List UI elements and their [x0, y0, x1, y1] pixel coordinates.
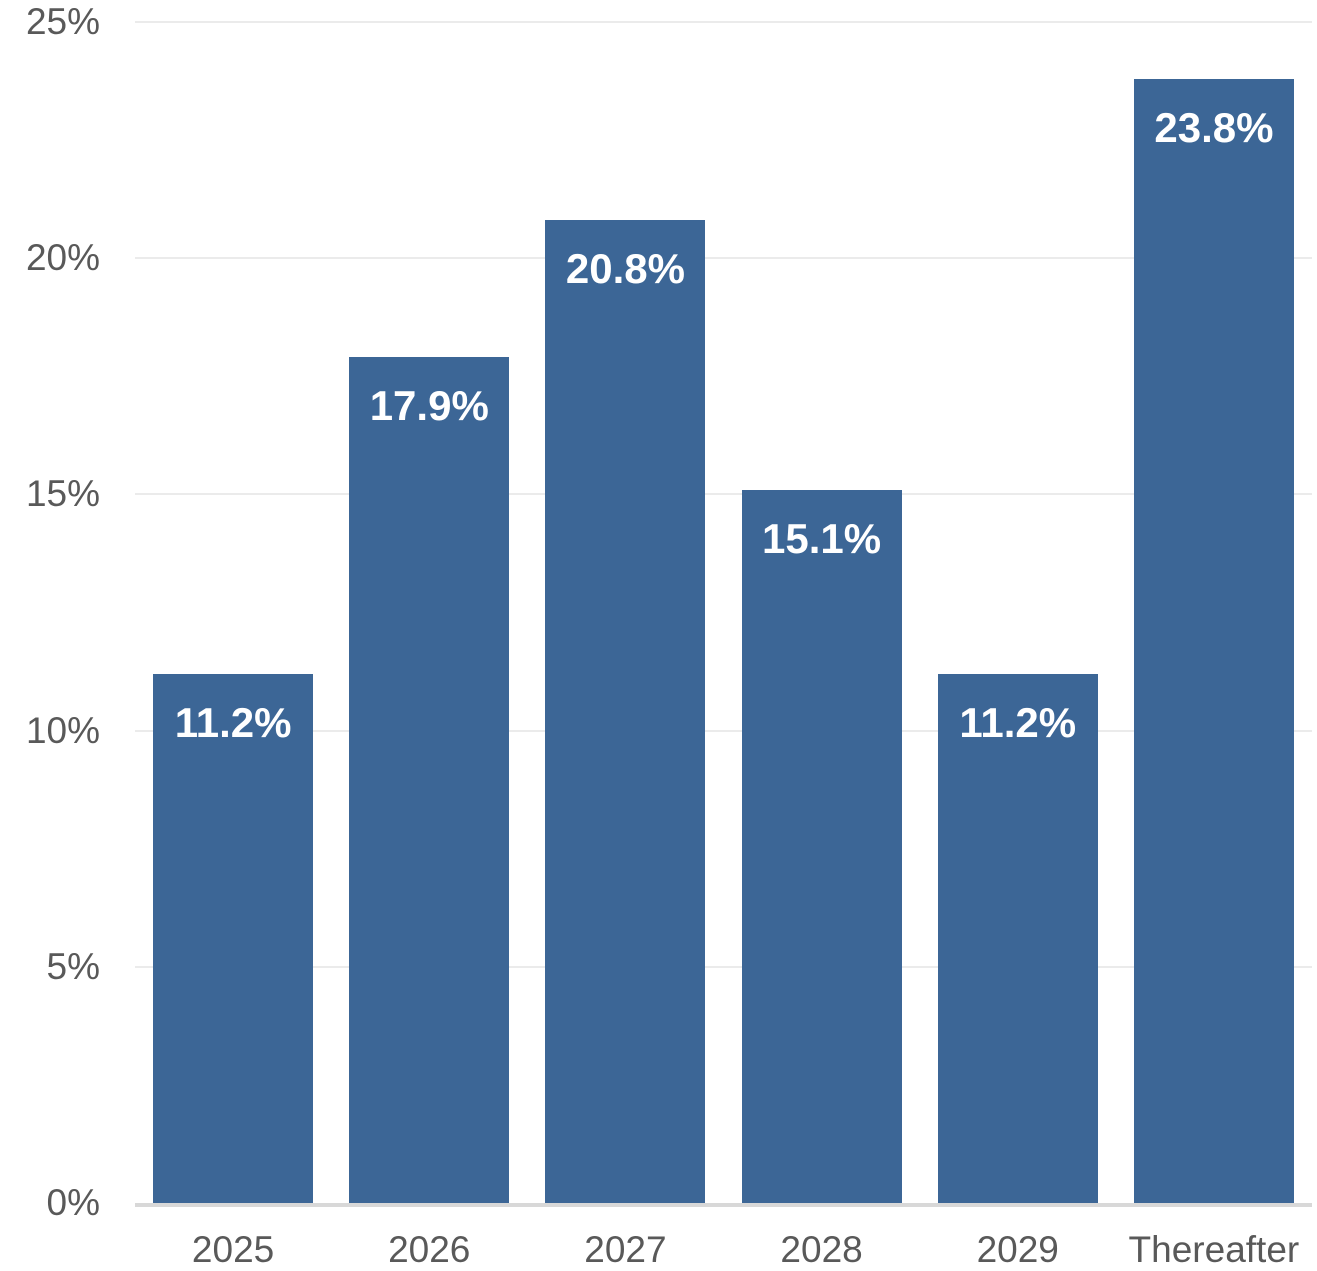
x-axis-category-label: 2029 [976, 1229, 1059, 1270]
bar-value-label: 17.9% [369, 382, 489, 430]
y-gridline [135, 21, 1312, 23]
bar-2026: 17.9% [349, 357, 510, 1203]
x-axis-line [135, 1203, 1312, 1207]
bar-value-label: 20.8% [565, 245, 685, 293]
bar-2025: 11.2% [153, 673, 314, 1203]
bar-2029: 11.2% [937, 673, 1098, 1203]
x-axis-category-label: 2026 [388, 1229, 471, 1270]
y-axis-tick-label: 5% [46, 945, 100, 987]
y-axis-tick-label: 15% [25, 473, 100, 515]
x-axis-category-label: 2027 [584, 1229, 667, 1270]
x-axis-category-label: Thereafter [1128, 1229, 1300, 1270]
bar-value-label: 15.1% [762, 514, 882, 562]
y-gridline [135, 257, 1312, 260]
y-axis-tick-label: 10% [25, 709, 100, 751]
y-axis-tick-label: 20% [25, 237, 100, 279]
y-gridline [135, 965, 1312, 968]
y-gridline [135, 729, 1312, 732]
y-gridline [135, 493, 1312, 496]
bar-value-label: 11.2% [959, 698, 1077, 746]
bar-2028: 15.1% [741, 489, 902, 1203]
bar-Thereafter: 23.8% [1133, 78, 1294, 1203]
y-axis-tick-label: 0% [46, 1182, 100, 1223]
bar-value-label: 11.2% [174, 698, 292, 746]
y-axis-tick-label: 25% [25, 1, 100, 42]
bar-value-label: 23.8% [1154, 103, 1274, 151]
x-axis-category-label: 2025 [191, 1229, 275, 1270]
bar-2027: 20.8% [545, 220, 706, 1203]
x-axis-category-label: 2028 [780, 1229, 863, 1270]
